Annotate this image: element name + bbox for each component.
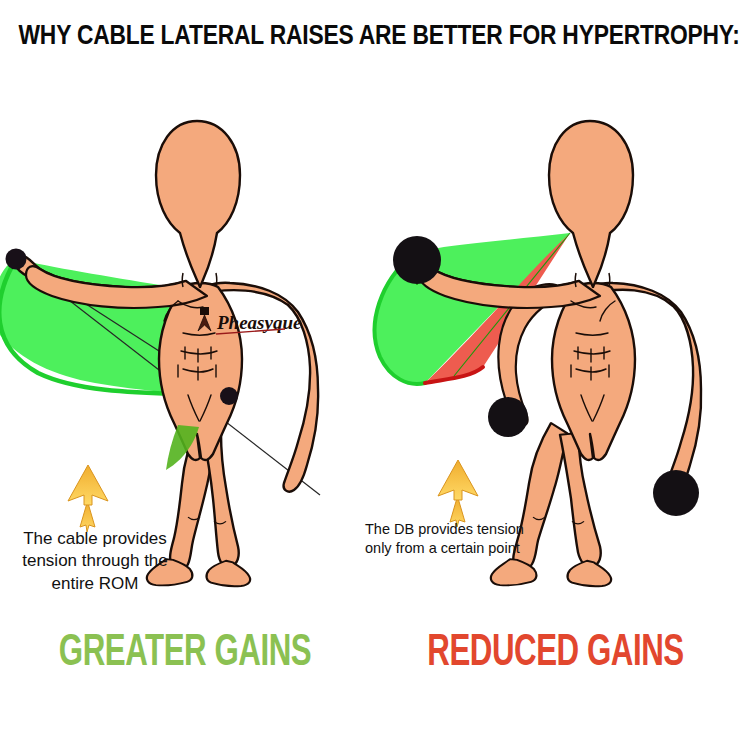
svg-text:Pheasyque: Pheasyque	[216, 312, 302, 333]
